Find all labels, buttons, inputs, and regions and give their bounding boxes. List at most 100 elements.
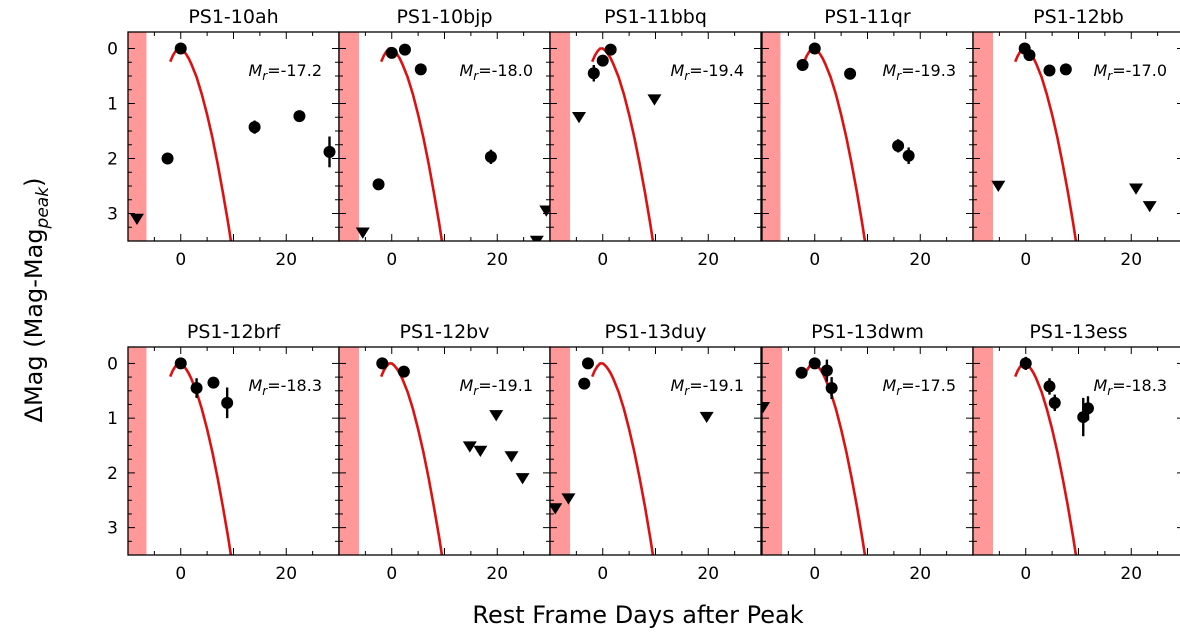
- model-curve: [1014, 47, 1078, 241]
- mag-subscript: r: [262, 69, 268, 83]
- x-tick-label: 20: [1120, 564, 1142, 584]
- plot-area: [762, 357, 867, 555]
- panel-title: PS1-10ah: [188, 6, 278, 28]
- model-curve: [169, 47, 233, 241]
- data-point: [1081, 402, 1094, 415]
- peak-magnitude-label: Mr=-17.5: [882, 376, 956, 398]
- data-point: [221, 396, 234, 409]
- mag-symbol: M: [248, 376, 262, 395]
- mag-value: =-19.1: [689, 376, 744, 395]
- mag-subscript: r: [684, 384, 690, 398]
- model-curve: [380, 47, 444, 241]
- data-point: [323, 145, 336, 158]
- mag-subscript: r: [896, 384, 902, 398]
- mag-subscript: r: [1107, 69, 1113, 83]
- data-point: [293, 110, 306, 123]
- shade-region: [339, 347, 360, 555]
- data-point: [1077, 411, 1090, 424]
- mag-value: =-17.0: [1112, 61, 1167, 80]
- data-point: [372, 178, 385, 191]
- mag-value: =-19.3: [901, 61, 956, 80]
- x-tick-label: 0: [175, 250, 186, 270]
- data-point: [398, 43, 411, 56]
- peak-magnitude-label: Mr=-19.1: [459, 376, 533, 398]
- x-tick-label: 0: [597, 250, 608, 270]
- panel-PS1-11bbq: 0 20 PS1-11bbq Mr=-19.4: [549, 6, 762, 270]
- data-point: [376, 357, 389, 370]
- y-axis-label-subscript: peak: [33, 186, 53, 230]
- shade-region: [128, 347, 147, 555]
- panel-title: PS1-10bjp: [396, 6, 492, 28]
- data-point: [892, 139, 905, 152]
- panel-title: PS1-11bbq: [604, 6, 707, 28]
- y-tick-label: 0: [107, 40, 118, 60]
- data-point: [397, 365, 410, 378]
- mag-symbol: M: [882, 61, 896, 80]
- data-point: [161, 152, 174, 165]
- plot-area: [129, 42, 336, 241]
- panel-title: PS1-12brf: [187, 321, 282, 343]
- plot-area: [550, 357, 714, 555]
- x-tick-label: 20: [275, 250, 297, 270]
- peak-magnitude-label: Mr=-18.0: [459, 61, 533, 83]
- data-point: [414, 63, 427, 76]
- x-tick-label: 0: [386, 564, 397, 584]
- upper-limit: [355, 227, 370, 239]
- plot-area: [572, 43, 662, 241]
- upper-limit: [529, 235, 544, 241]
- upper-limit: [504, 451, 519, 463]
- mag-symbol: M: [1093, 376, 1107, 395]
- shade-region: [128, 32, 147, 241]
- mag-subscript: r: [262, 384, 268, 398]
- upper-limit: [699, 411, 714, 424]
- y-tick-label: 1: [107, 95, 118, 115]
- upper-limit: [572, 112, 587, 124]
- mag-value: =-19.1: [478, 376, 533, 395]
- mag-subscript: r: [896, 69, 902, 83]
- x-tick-label: 20: [697, 564, 719, 584]
- peak-magnitude-label: Mr=-17.0: [1093, 61, 1167, 83]
- upper-limit: [462, 441, 477, 453]
- data-point: [207, 376, 220, 389]
- mag-value: =-17.5: [901, 376, 956, 395]
- plot-area: [1014, 356, 1094, 555]
- upper-limit: [550, 503, 563, 515]
- mag-subscript: r: [473, 69, 479, 83]
- data-point: [795, 366, 808, 379]
- data-point: [174, 357, 187, 370]
- mag-value: =-17.2: [267, 61, 322, 80]
- peak-magnitude-label: Mr=-18.3: [248, 376, 322, 398]
- mag-subscript: r: [684, 69, 690, 83]
- shade-region: [339, 32, 360, 241]
- model-curve: [591, 362, 655, 555]
- peak-magnitude-label: Mr=-17.2: [248, 61, 322, 83]
- model-curve: [380, 362, 444, 555]
- data-point: [1043, 380, 1056, 393]
- data-point: [1048, 396, 1061, 409]
- panel-title: PS1-12bb: [1033, 6, 1124, 28]
- data-point: [844, 67, 857, 80]
- mag-value: =-18.3: [1112, 376, 1167, 395]
- panel-title: PS1-13duy: [605, 321, 707, 343]
- data-point: [1019, 357, 1032, 370]
- model-curve: [1014, 362, 1078, 555]
- data-point: [1023, 49, 1036, 62]
- plot-area: [991, 42, 1157, 241]
- upper-limit: [1142, 201, 1157, 213]
- x-tick-label: 20: [1120, 250, 1142, 270]
- x-tick-label: 20: [909, 564, 931, 584]
- mag-symbol: M: [1093, 61, 1107, 80]
- model-curve: [591, 47, 655, 241]
- data-point: [174, 42, 187, 55]
- mag-symbol: M: [248, 61, 262, 80]
- panel-PS1-12bb: 0 20 PS1-12bb Mr=-17.0: [972, 6, 1180, 270]
- shade-region: [762, 347, 783, 555]
- plot-area: [355, 43, 550, 241]
- x-tick-label: 20: [275, 564, 297, 584]
- x-axis-label: Rest Frame Days after Peak: [472, 601, 803, 629]
- shade-region: [973, 32, 994, 241]
- panel-PS1-12bv: 0 20 PS1-12bv Mr=-19.1: [338, 321, 551, 584]
- plot-area: [796, 42, 915, 241]
- panel-PS1-13ess: 0 20 PS1-13ess Mr=-18.3: [972, 321, 1180, 584]
- mag-symbol: M: [459, 61, 473, 80]
